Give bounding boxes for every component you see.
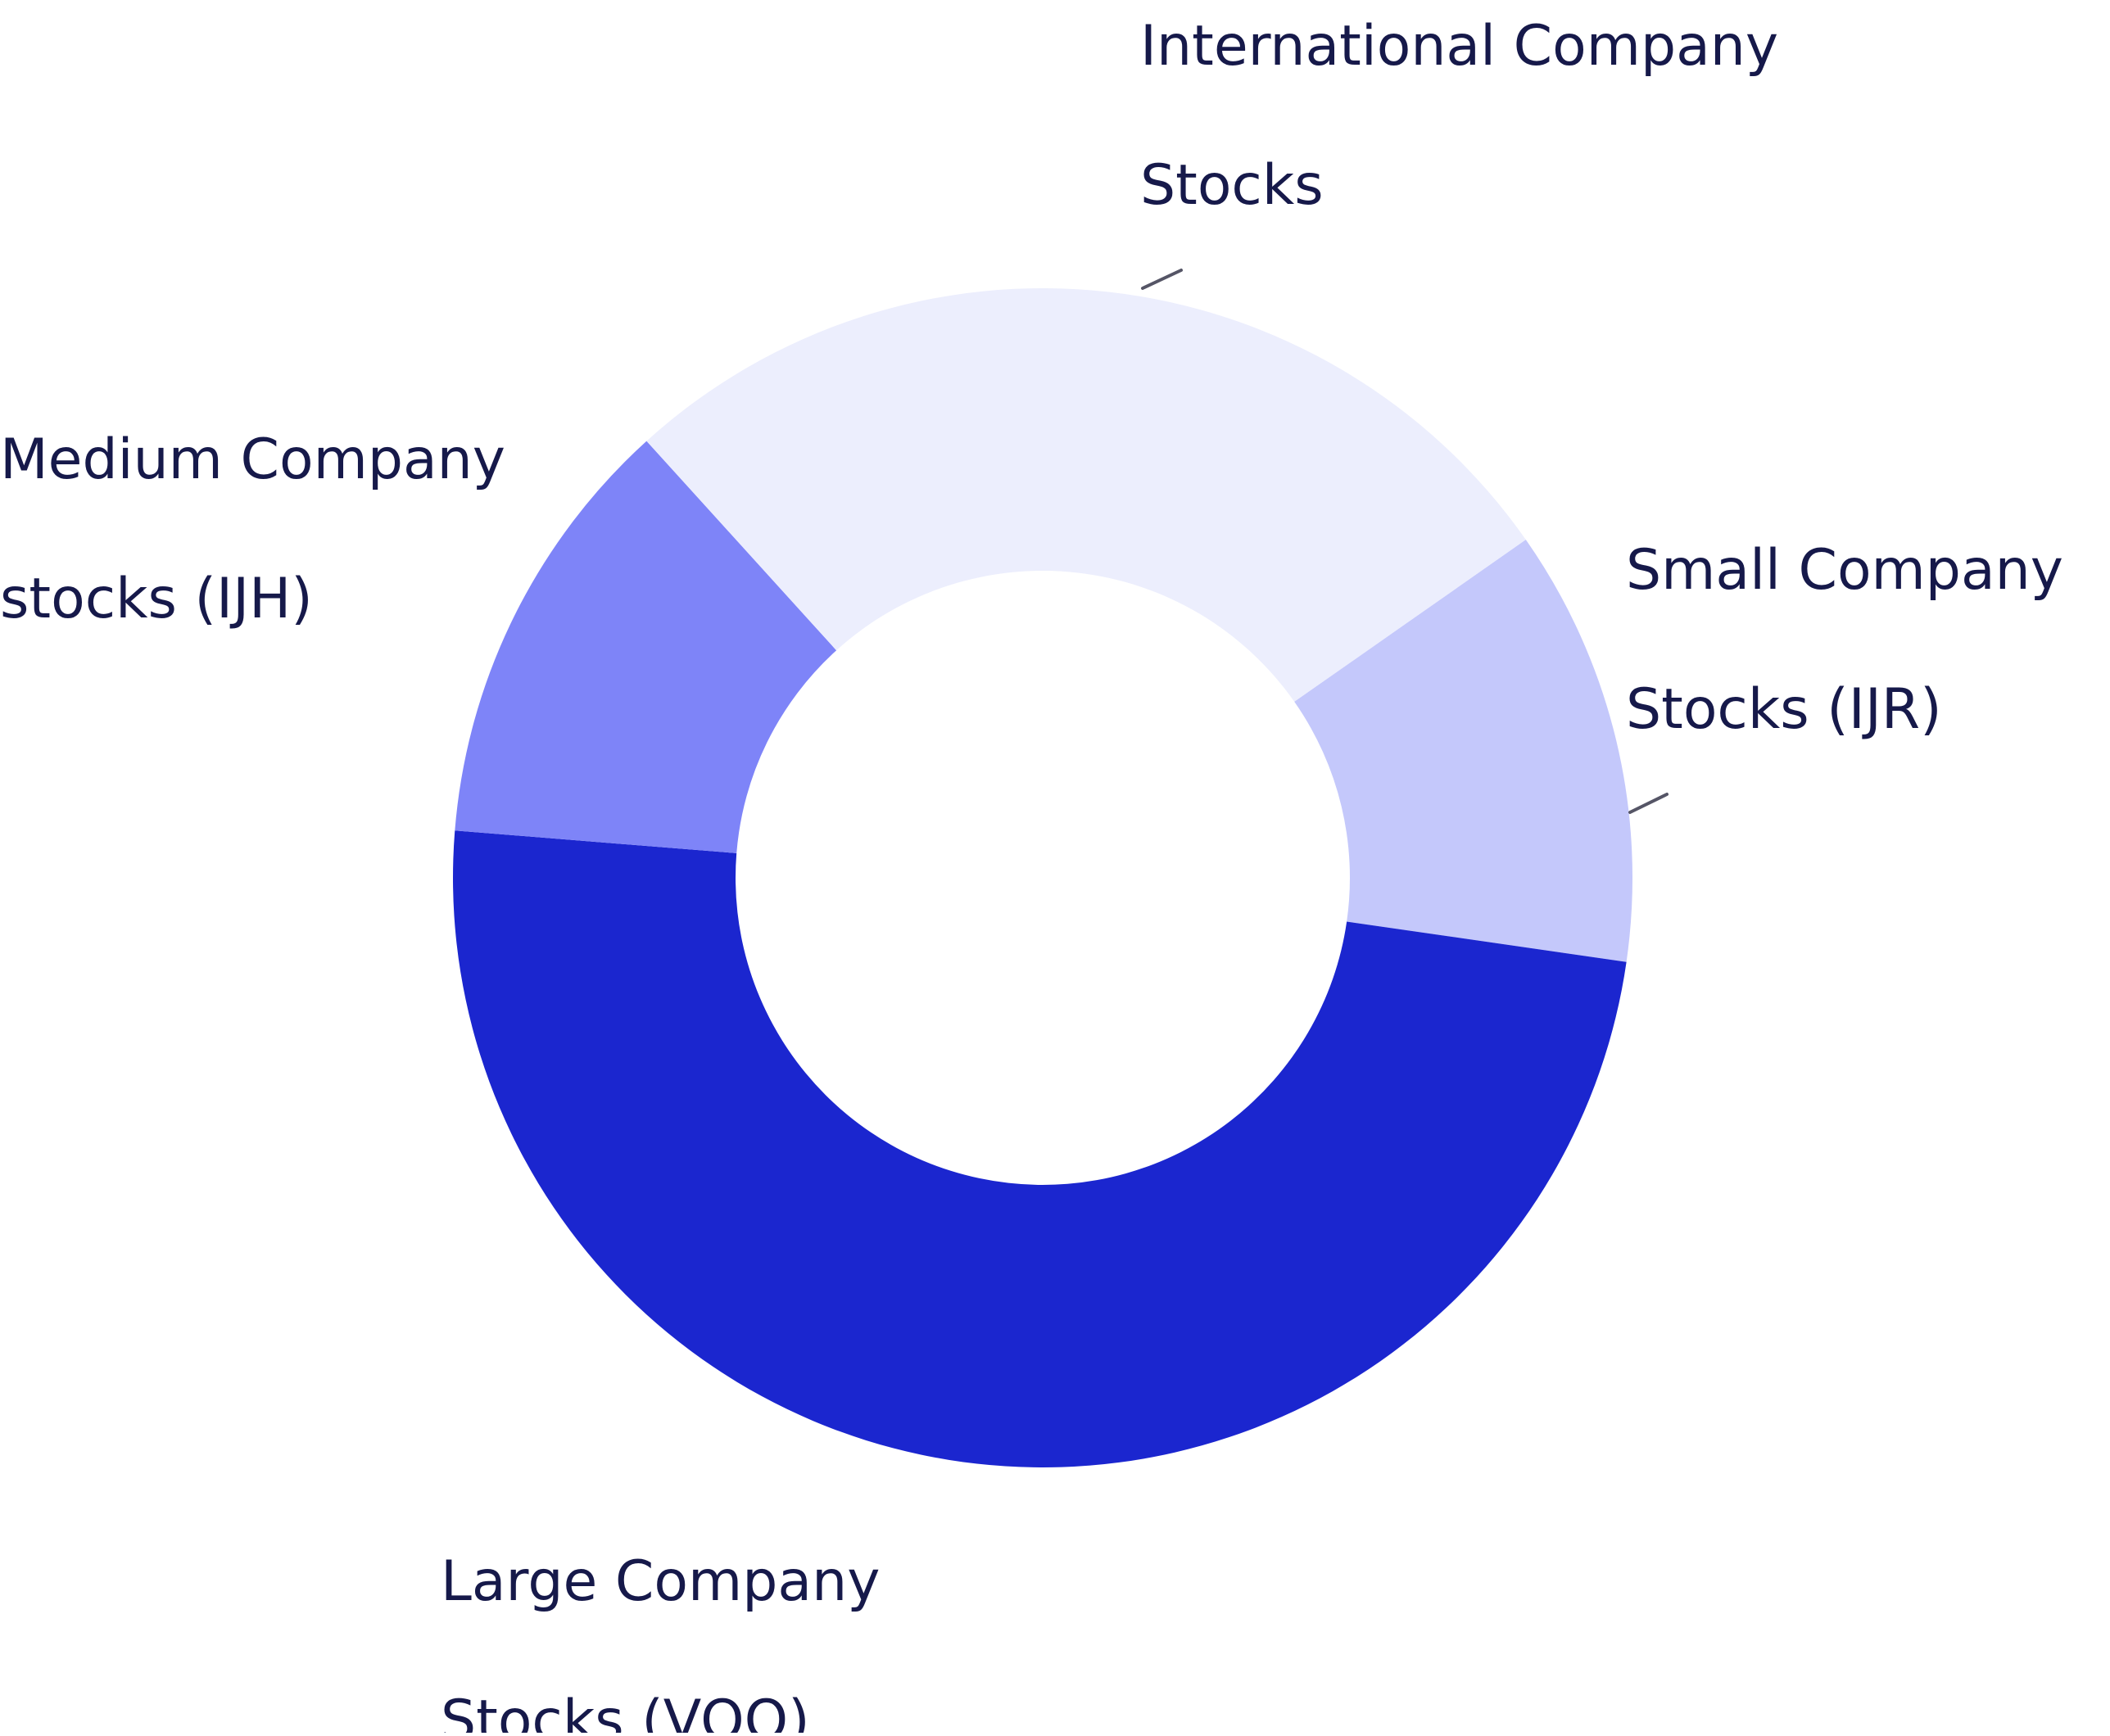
slice-label-3-line-1: Stocks [1140, 153, 1324, 218]
donut-slice-3 [646, 288, 1526, 702]
slice-label-3-line-0: International Company [1140, 14, 1778, 79]
leader-line-3 [1141, 269, 1183, 290]
slice-label-1-line-0: Large Company [441, 1549, 880, 1614]
slice-label-2-line-1: stocks (IJH) [0, 567, 313, 631]
slice-label-0: Small Company Stocks (IJR) [1626, 538, 2063, 742]
slice-label-1: Large Company Stocks (VOO) [441, 1549, 880, 1733]
donut-slice-1 [453, 830, 1627, 1467]
donut-slice-0 [1294, 540, 1632, 962]
slice-label-0-line-1: Stocks (IJR) [1626, 677, 1942, 742]
slice-label-2-line-0: Medium Company [0, 427, 505, 492]
slices-layer [453, 288, 1632, 1467]
leader-line-0 [1628, 793, 1669, 814]
donut-slice-2 [455, 441, 837, 853]
slice-label-0-line-0: Small Company [1626, 538, 2063, 603]
slice-label-1-line-1: Stocks (VOO) [441, 1689, 810, 1733]
leaders-layer [1141, 269, 1669, 814]
labels-layer: Small Company Stocks (IJR) Large Company St… [0, 14, 2063, 1736]
slice-label-2: Medium Company stocks (IJH) [0, 427, 505, 631]
slice-label-3: International Company Stocks [1140, 14, 1778, 218]
